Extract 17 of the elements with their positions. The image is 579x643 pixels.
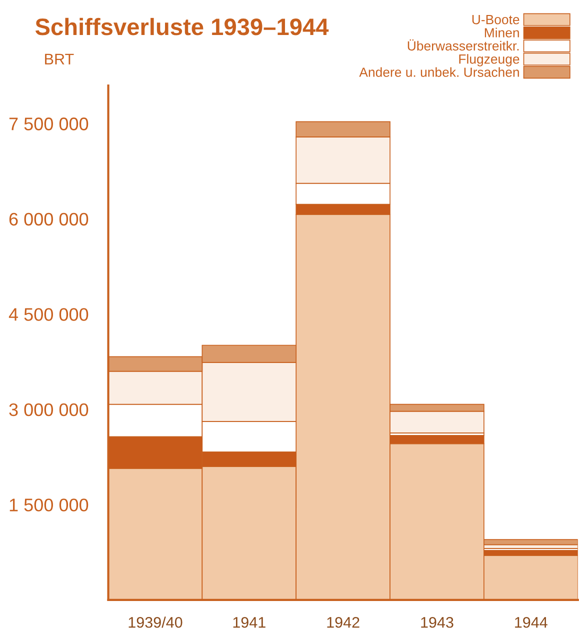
x-tick-label: 1941 (233, 616, 266, 628)
y-tick-label: 3 000 000 (9, 403, 88, 416)
x-tick-label: 1943 (421, 616, 454, 628)
x-tick-label: 1944 (515, 616, 548, 628)
legend-label: Flugzeuge (459, 54, 520, 66)
y-tick-label: 7 500 000 (9, 118, 88, 130)
x-tick-label: 1939/40 (128, 616, 182, 628)
legend-label: Minen (484, 28, 519, 38)
x-tick-label: 1942 (327, 616, 360, 628)
legend-label: U-Boote (472, 15, 520, 24)
legend-label: Überwasserstreitkr. (408, 39, 519, 51)
y-axis-title: BRT (45, 54, 74, 64)
y-tick-label: 1 500 000 (10, 498, 88, 512)
y-tick-label: 4 500 000 (8, 308, 88, 321)
chart-title: Schiffsverluste 1939–1944 (35, 18, 329, 36)
y-tick-label: 6 000 000 (9, 212, 88, 226)
legend-label: Andere u. unbek. Ursachen (359, 67, 519, 77)
